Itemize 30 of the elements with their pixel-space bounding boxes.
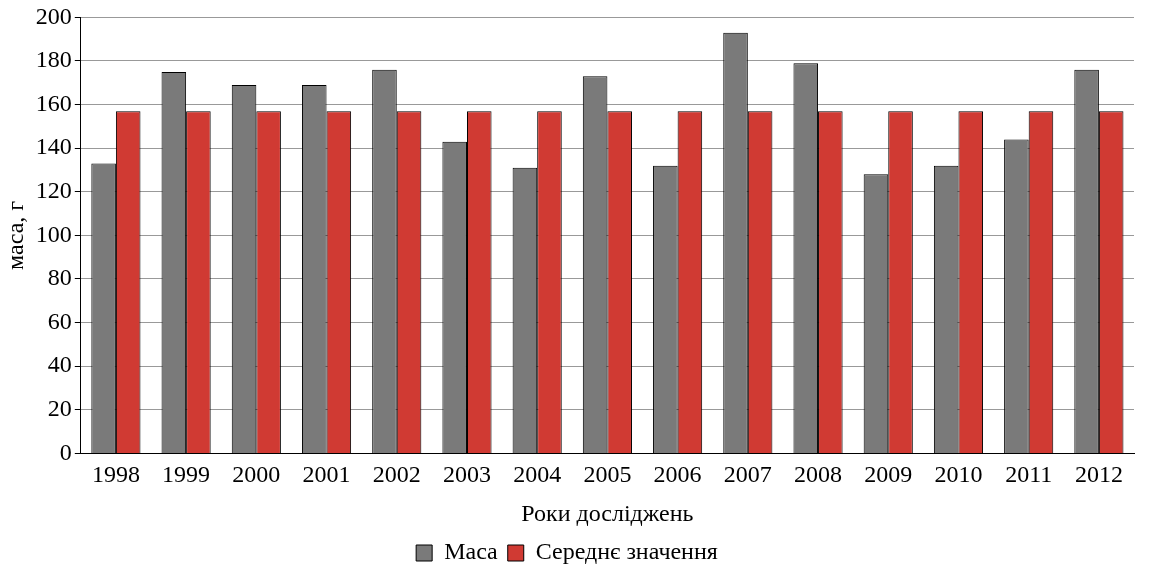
x-tick-label: 2007 xyxy=(723,461,772,488)
y-tick-label: 140 xyxy=(35,133,72,160)
x-tick-label: 2004 xyxy=(513,461,562,488)
x-tick-label: 2011 xyxy=(1005,461,1053,488)
y-tick-label: 160 xyxy=(35,89,72,116)
x-tick-label: 2001 xyxy=(302,461,351,488)
x-tick-label: 2006 xyxy=(653,461,702,488)
y-tick-label: 200 xyxy=(35,2,72,29)
y-tick-label: 40 xyxy=(47,351,72,378)
x-tick-label: 2009 xyxy=(864,461,913,488)
legend-label: Середнє значення xyxy=(535,538,718,565)
x-tick-label: 2003 xyxy=(442,461,491,488)
y-tick-label: 100 xyxy=(35,220,72,247)
y-tick-label: 20 xyxy=(47,395,72,422)
x-tick-label: 2000 xyxy=(232,461,281,488)
y-tick-label: 120 xyxy=(35,177,72,204)
x-tick-label: 2002 xyxy=(372,461,421,488)
x-tick-label: 2010 xyxy=(934,461,983,488)
x-tick-label: 2005 xyxy=(583,461,632,488)
x-tick-label: 2012 xyxy=(1074,461,1123,488)
x-tick-label: 2008 xyxy=(794,461,843,488)
x-axis-title: Роки досліджень xyxy=(521,499,694,526)
legend-label: Маса xyxy=(444,538,499,565)
y-axis-title: маса, г xyxy=(1,200,28,270)
y-tick-label: 60 xyxy=(47,307,72,334)
x-tick-label: 1999 xyxy=(162,461,211,488)
y-tick-label: 80 xyxy=(47,264,72,291)
y-tick-label: 180 xyxy=(35,46,72,73)
y-tick-label: 0 xyxy=(59,438,72,465)
x-tick-label: 1998 xyxy=(91,461,140,488)
